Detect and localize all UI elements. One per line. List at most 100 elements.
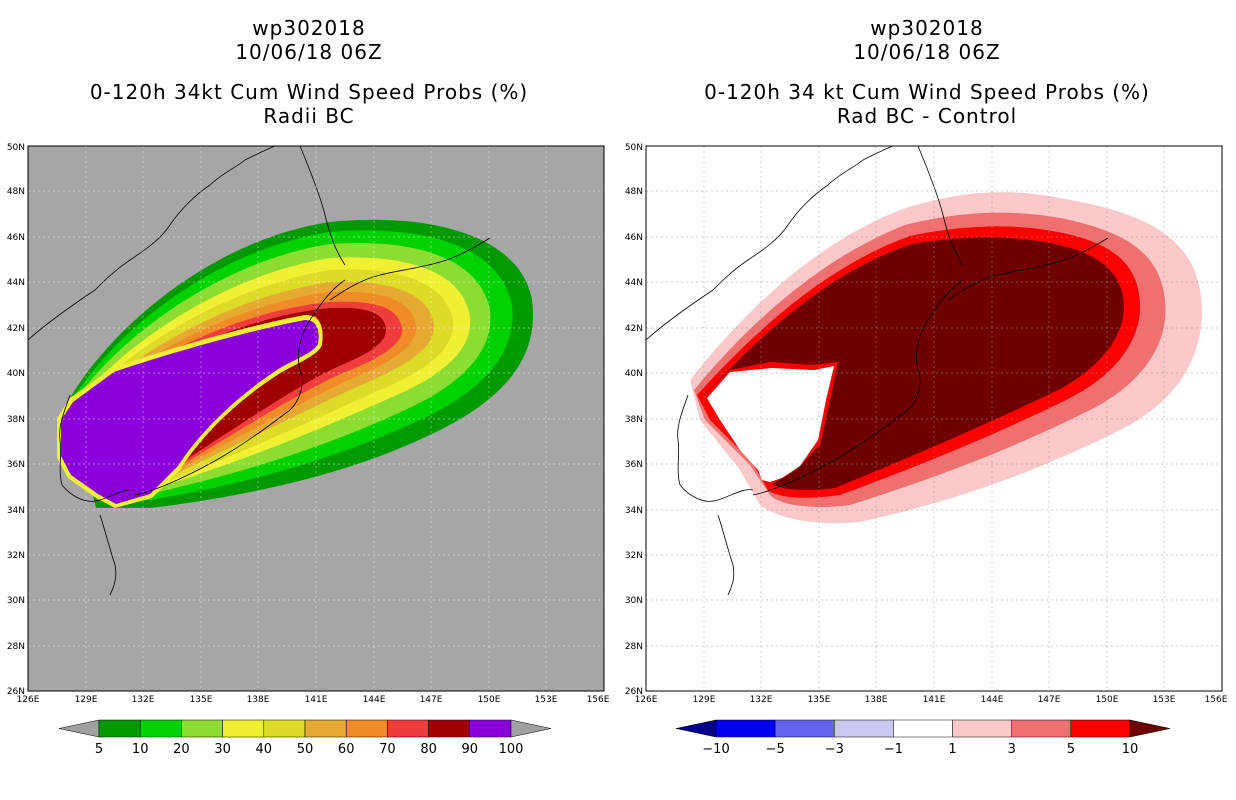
- left-colorbar-swatch: [387, 719, 429, 738]
- left-colorbar-under-arrow: [58, 719, 100, 738]
- right-coast-korea: [677, 394, 754, 502]
- right-colorbar-level-label: 1: [948, 742, 956, 757]
- left-colorbar-swatch: [181, 719, 223, 738]
- left-coast-korea: [59, 394, 136, 502]
- right-xtick: 141E: [923, 695, 946, 705]
- right-ytick: 48N: [625, 187, 643, 197]
- left-ytick: 36N: [7, 460, 25, 470]
- right-map: 126E 129E 132E 135E 138E 141E 144E 147E …: [625, 143, 1228, 705]
- left-colorbar-level-label: 70: [379, 742, 396, 757]
- left-ytick: 30N: [7, 596, 25, 606]
- left-colorbar-over-arrow: [510, 719, 552, 738]
- left-colorbar: 5 10 20 30 40 50 60 70 80 90 100: [58, 719, 552, 757]
- right-colorbar-level-label: −3: [825, 742, 844, 757]
- right-xtick: 129E: [693, 695, 716, 705]
- right-subtitle-line1: 0-120h 34 kt Cum Wind Speed Probs (%): [704, 80, 1150, 104]
- right-coast-asia: [646, 146, 894, 341]
- left-chart-title: wp302018 10/06/18 06Z 0-120h 34kt Cum Wi…: [0, 16, 618, 128]
- left-title-line2: 10/06/18 06Z: [235, 40, 383, 64]
- right-xtick: 147E: [1038, 695, 1061, 705]
- left-coast-asia: [28, 146, 276, 341]
- right-coast-sakhalin: [917, 146, 964, 266]
- left-colorbar-level-label: 90: [462, 742, 479, 757]
- right-colorbar-swatch: [1011, 719, 1072, 738]
- left-colorbar-swatch: [345, 719, 388, 738]
- left-ytick: 40N: [7, 369, 25, 379]
- right-ytick: 46N: [625, 233, 643, 243]
- left-xtick: 126E: [17, 695, 40, 705]
- right-xtick: 150E: [1096, 695, 1119, 705]
- left-xtick: 153E: [535, 695, 558, 705]
- right-ytick: 42N: [625, 324, 643, 334]
- left-colorbar-level-label: 40: [256, 742, 273, 757]
- left-colorbar-level-label: 10: [132, 742, 149, 757]
- right-colorbar-level-label: −5: [766, 742, 785, 757]
- right-colorbar-swatch: [774, 719, 835, 738]
- left-coast-japan: [134, 279, 346, 496]
- left-colorbar-swatch: [428, 719, 471, 738]
- left-ytick: 26N: [7, 687, 25, 697]
- left-colorbar-level-label: 50: [297, 742, 314, 757]
- right-gridlines: [646, 146, 1222, 691]
- left-ytick: 46N: [7, 233, 25, 243]
- left-colorbar-swatch: [469, 719, 512, 738]
- left-colorbar-level-label: 80: [420, 742, 437, 757]
- band-90: [61, 320, 319, 504]
- left-y-ticks: 26N 28N 30N 32N 34N 36N 38N 40N 42N 44N …: [7, 143, 25, 697]
- right-ytick: 30N: [625, 596, 643, 606]
- left-colorbar-swatch: [139, 719, 182, 738]
- right-colorbar-level-label: 3: [1008, 742, 1016, 757]
- right-ytick: 36N: [625, 460, 643, 470]
- left-xtick: 156E: [587, 695, 610, 705]
- right-subtitle-line2: Rad BC - Control: [836, 104, 1018, 128]
- left-colorbar-level-label: 30: [214, 742, 231, 757]
- left-ytick: 32N: [7, 551, 25, 561]
- left-map: 126E 129E 132E 135E 138E 141E 144E 147E …: [7, 143, 610, 705]
- right-ytick: 32N: [625, 551, 643, 561]
- left-ytick: 38N: [7, 415, 25, 425]
- left-xtick: 141E: [305, 695, 328, 705]
- left-coast-kyushu: [99, 514, 117, 596]
- right-colorbar-swatch: [1070, 719, 1131, 738]
- left-gridlines: [28, 146, 604, 691]
- left-colorbar-swatch: [222, 719, 265, 738]
- left-colorbar-swatch: [263, 719, 306, 738]
- right-xtick: 144E: [981, 695, 1004, 705]
- right-colorbar-swatch: [834, 719, 894, 738]
- right-ytick: 50N: [625, 143, 643, 153]
- right-difference-field: [690, 192, 1202, 524]
- right-xtick: 138E: [865, 695, 888, 705]
- left-xtick: 144E: [363, 695, 386, 705]
- right-ytick: 40N: [625, 369, 643, 379]
- left-x-ticks: 126E 129E 132E 135E 138E 141E 144E 147E …: [17, 695, 610, 705]
- right-colorbar-level-label: 10: [1122, 742, 1139, 757]
- right-ytick: 34N: [625, 506, 643, 516]
- right-colorbar-over-arrow: [1129, 719, 1171, 738]
- diff-interior-white: [707, 366, 834, 482]
- right-coast-kyushu: [717, 514, 735, 596]
- right-colorbar-level-label: 5: [1067, 742, 1075, 757]
- left-ytick: 44N: [7, 278, 25, 288]
- right-colorbar-level-label: −10: [702, 742, 729, 757]
- right-map-frame: [645, 145, 1223, 692]
- left-coast-hokkaido: [329, 237, 491, 301]
- right-x-ticks: 126E 129E 132E 135E 138E 141E 144E 147E …: [635, 695, 1228, 705]
- left-coast-sakhalin: [299, 146, 346, 266]
- right-title-line1: wp302018: [870, 16, 984, 40]
- left-title-line1: wp302018: [252, 16, 366, 40]
- left-colorbar-swatch: [304, 719, 347, 738]
- left-xtick: 129E: [75, 695, 98, 705]
- right-ytick: 44N: [625, 278, 643, 288]
- left-ytick: 28N: [7, 642, 25, 652]
- right-coastlines: [646, 146, 1109, 596]
- left-probability-field: [57, 219, 534, 509]
- right-ytick: 38N: [625, 415, 643, 425]
- right-xtick: 132E: [750, 695, 773, 705]
- left-colorbar-level-label: 20: [173, 742, 190, 757]
- left-xtick: 132E: [132, 695, 155, 705]
- left-xtick: 150E: [478, 695, 501, 705]
- left-xtick: 135E: [190, 695, 213, 705]
- right-xtick: 135E: [808, 695, 831, 705]
- right-colorbar-swatch: [952, 719, 1012, 738]
